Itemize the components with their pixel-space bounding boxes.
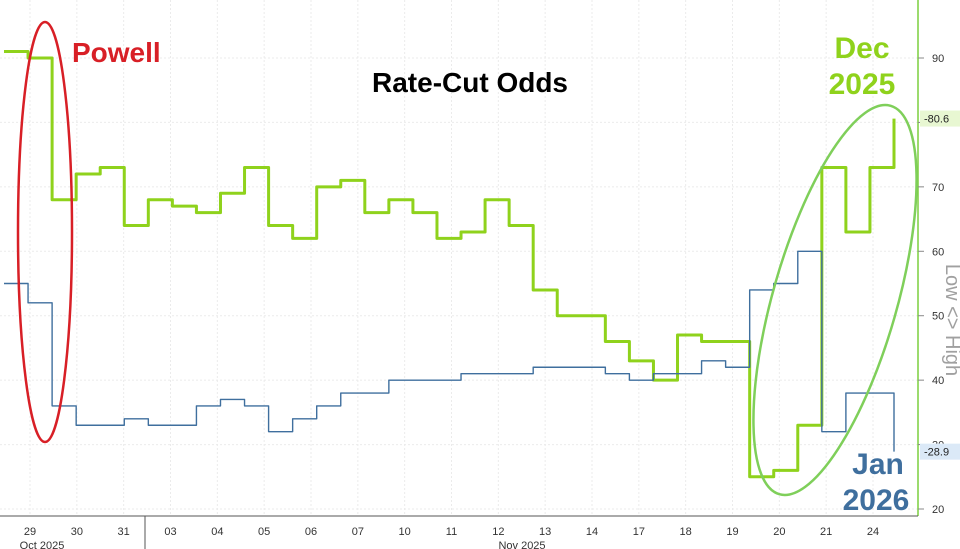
powell-ellipse xyxy=(16,20,74,444)
x-tick-label: 10 xyxy=(399,526,411,538)
x-tick-label: 05 xyxy=(258,526,270,538)
month-label-oct: Oct 2025 xyxy=(20,540,65,549)
y-tick-label: 50 xyxy=(932,311,944,323)
x-tick-label: 14 xyxy=(586,526,598,538)
x-tick-label: 19 xyxy=(726,526,738,538)
jan-last-value-label: -28.9 xyxy=(924,447,949,459)
x-tick-label: 18 xyxy=(680,526,692,538)
month-label-nov: Nov 2025 xyxy=(498,540,545,549)
dec-last-value-label: -80.6 xyxy=(924,114,949,126)
x-tick-label: 07 xyxy=(352,526,364,538)
gridlines xyxy=(0,0,918,516)
jan-label-line1: Jan xyxy=(852,448,904,481)
y-tick-label: 20 xyxy=(932,504,944,516)
y-axis: 2030405060708090-80.6-28.9 xyxy=(917,0,960,516)
x-tick-label: 06 xyxy=(305,526,317,538)
y-tick-label: 90 xyxy=(932,53,944,65)
dec-label-line1: Dec xyxy=(834,32,889,65)
x-tick-label: 29 xyxy=(24,526,36,538)
x-tick-label: 04 xyxy=(211,526,223,538)
x-tick-label: 30 xyxy=(71,526,83,538)
x-tick-label: 24 xyxy=(867,526,879,538)
x-tick-label: 20 xyxy=(773,526,785,538)
x-tick-label: 21 xyxy=(820,526,832,538)
x-tick-label: 11 xyxy=(446,526,457,538)
dec-last-value-box xyxy=(920,110,960,127)
x-axis: 29 30 31 03 04 05 06 07 10 11 12 13 14 17 18 19 20 21 24 Oc… xyxy=(0,515,918,549)
y-tick-label: 40 xyxy=(932,375,944,387)
late-move-ellipse xyxy=(752,103,918,497)
dec-label-line2: 2025 xyxy=(829,68,896,101)
x-tick-label: 12 xyxy=(492,526,504,538)
jan-last-value-box xyxy=(920,443,960,460)
jan-2026-series-line xyxy=(4,250,895,452)
jan-label-line2: 2026 xyxy=(843,484,910,517)
x-tick-label: 17 xyxy=(633,526,645,538)
y-axis-label: Low <> High xyxy=(941,264,960,376)
dec-2025-series-line xyxy=(4,50,896,479)
series-layer xyxy=(4,50,896,479)
powell-annotation: Powell xyxy=(72,37,161,68)
x-tick-label: 13 xyxy=(539,526,551,538)
x-tick-label: 31 xyxy=(118,526,130,538)
y-tick-label: 70 xyxy=(932,182,944,194)
x-tick-label: 03 xyxy=(164,526,176,538)
y-tick-label: 60 xyxy=(932,246,944,258)
chart-title: Rate-Cut Odds xyxy=(372,67,568,98)
